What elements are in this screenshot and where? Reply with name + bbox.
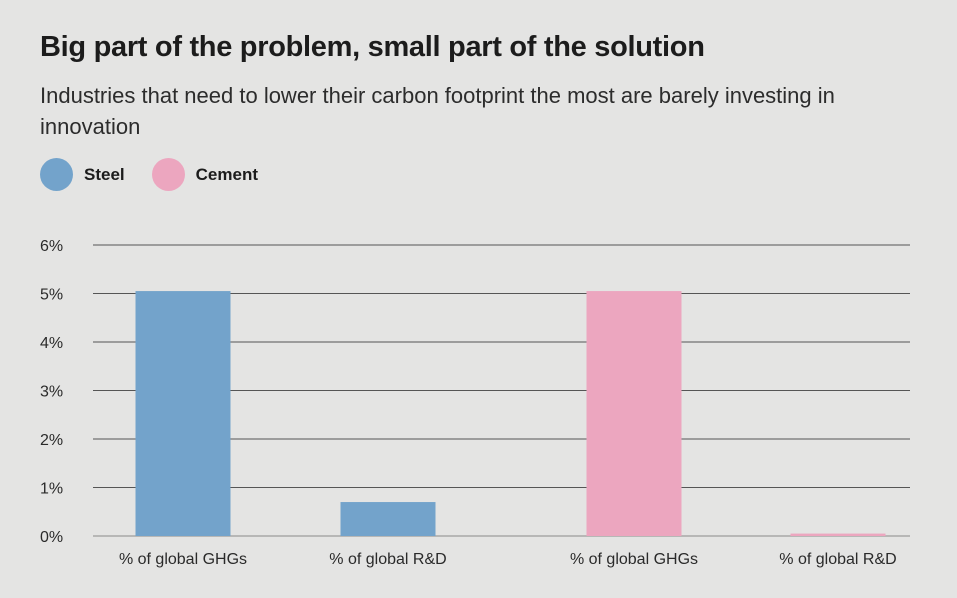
x-tick-label: % of global R&D bbox=[329, 551, 446, 568]
y-tick-label: 6% bbox=[40, 238, 63, 255]
chart-title: Big part of the problem, small part of t… bbox=[40, 31, 705, 63]
legend-swatch-cement bbox=[151, 158, 185, 191]
bar-cement-ghg bbox=[586, 291, 682, 536]
y-tick-label: 4% bbox=[40, 335, 63, 352]
chart-subtitle: Industries that need to lower their carb… bbox=[40, 83, 835, 139]
bar-steel-ghg bbox=[135, 291, 231, 536]
y-tick-label: 1% bbox=[40, 481, 63, 498]
y-tick-label: 0% bbox=[40, 529, 63, 546]
legend: Steel Cement bbox=[40, 158, 285, 191]
legend-item-cement: Cement bbox=[151, 158, 258, 191]
bar-cement-rnd bbox=[790, 533, 886, 536]
x-tick-label: % of global R&D bbox=[779, 551, 896, 568]
y-tick-label: 2% bbox=[40, 432, 63, 449]
y-tick-label: 5% bbox=[40, 287, 63, 304]
x-tick-label: % of global GHGs bbox=[119, 551, 247, 568]
x-tick-label: % of global GHGs bbox=[570, 551, 698, 568]
y-tick-label: 3% bbox=[40, 384, 63, 401]
legend-swatch-steel bbox=[40, 158, 73, 191]
legend-item-steel: Steel bbox=[40, 158, 125, 191]
legend-label-cement: Cement bbox=[195, 164, 258, 184]
bar-steel-rnd bbox=[340, 502, 436, 536]
legend-label-steel: Steel bbox=[84, 164, 125, 184]
